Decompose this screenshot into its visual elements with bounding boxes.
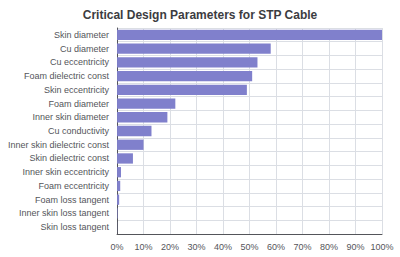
svg-text:90%: 90% xyxy=(346,242,364,252)
svg-text:Skin loss tangent: Skin loss tangent xyxy=(40,222,109,232)
svg-text:50%: 50% xyxy=(241,242,259,252)
svg-text:30%: 30% xyxy=(188,242,206,252)
svg-text:Inner skin diameter: Inner skin diameter xyxy=(32,112,109,122)
svg-text:60%: 60% xyxy=(267,242,285,252)
svg-text:Cu diameter: Cu diameter xyxy=(60,44,109,54)
svg-text:Skin dielectric const: Skin dielectric const xyxy=(29,153,109,163)
svg-text:80%: 80% xyxy=(320,242,338,252)
svg-text:Cu conductivity: Cu conductivity xyxy=(48,126,110,136)
svg-text:Cu eccentricity: Cu eccentricity xyxy=(50,57,110,67)
svg-text:Foam loss tangent: Foam loss tangent xyxy=(35,195,110,205)
svg-text:Critical Design Parameters for: Critical Design Parameters for STP Cable xyxy=(83,8,318,22)
svg-text:100%: 100% xyxy=(370,242,393,252)
svg-text:70%: 70% xyxy=(294,242,312,252)
svg-text:Foam dielectric const: Foam dielectric const xyxy=(24,71,110,81)
svg-text:20%: 20% xyxy=(161,242,179,252)
svg-text:Skin eccentricity: Skin eccentricity xyxy=(44,85,110,95)
svg-text:40%: 40% xyxy=(214,242,232,252)
svg-text:0%: 0% xyxy=(111,242,124,252)
svg-text:Foam diameter: Foam diameter xyxy=(49,99,110,109)
svg-text:Inner skin dielectric const: Inner skin dielectric const xyxy=(8,140,110,150)
svg-text:Skin diameter: Skin diameter xyxy=(54,30,109,40)
svg-text:10%: 10% xyxy=(135,242,153,252)
svg-text:Inner skin loss tangent: Inner skin loss tangent xyxy=(19,208,110,218)
svg-text:Foam eccentricity: Foam eccentricity xyxy=(39,181,110,191)
svg-text:Inner skin eccentricity: Inner skin eccentricity xyxy=(22,167,109,177)
